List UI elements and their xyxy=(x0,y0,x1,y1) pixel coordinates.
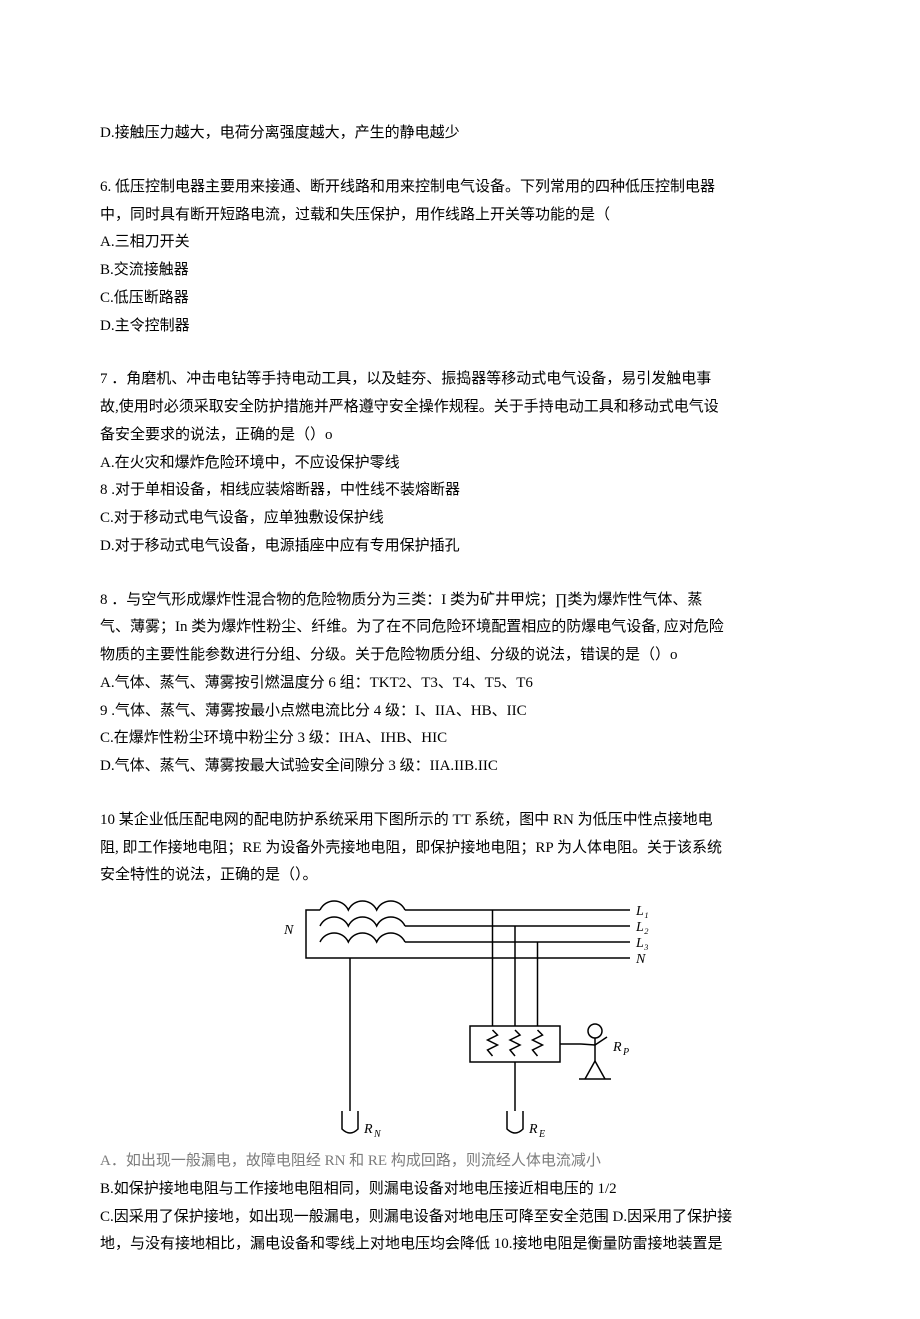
q7-stem-line2: 故,使用时必须采取安全防护措施并严格遵守安全操作规程。关于手持电动工具和移动式电… xyxy=(100,394,820,422)
q8-option-c: C.在爆炸性粉尘环境中粉尘分 3 级：IHA、IHB、HIC xyxy=(100,725,820,753)
q8: 8 ．与空气形成爆炸性混合物的危险物质分为三类：I 类为矿井甲烷；∏类为爆炸性气… xyxy=(100,587,820,781)
q7-option-d: D.对于移动式电气设备，电源插座中应有专用保护插孔 xyxy=(100,533,820,561)
q10-stem-line2: 阻, 即工作接地电阻；RE 为设备外壳接地电阻，即保护接地电阻；RP 为人体电阻… xyxy=(100,835,820,863)
svg-text:R: R xyxy=(528,1122,538,1137)
q6: 6. 低压控制电器主要用来接通、断开线路和用来控制电气设备。下列常用的四种低压控… xyxy=(100,174,820,341)
q8-stem-line1: 8 ．与空气形成爆炸性混合物的危险物质分为三类：I 类为矿井甲烷；∏类为爆炸性气… xyxy=(100,587,820,615)
option-text: D.接触压力越大，电荷分离强度越大，产生的静电越少 xyxy=(100,120,820,148)
q7-option-c: C.对于移动式电气设备，应单独敷设保护线 xyxy=(100,505,820,533)
svg-text:L₃: L₃ xyxy=(635,936,649,951)
q10-stem-line3: 安全特性的说法，正确的是（）。 xyxy=(100,862,820,890)
q8-stem-line3: 物质的主要性能参数进行分组、分级。关于危险物质分组、分级的说法，错误的是（）o xyxy=(100,642,820,670)
q7-option-a: A.在火灾和爆炸危险环境中，不应设保护零线 xyxy=(100,450,820,478)
q6-stem-line2: 中，同时具有断开短路电流，过载和失压保护，用作线路上开关等功能的是（ xyxy=(100,202,820,230)
q10-option-a: A．如出现一般漏电，故障电阻经 RN 和 RE 构成回路，则流经人体电流减小 xyxy=(100,1148,820,1176)
svg-text:R: R xyxy=(612,1040,622,1055)
q8-option-d: D.气体、蒸气、薄雾按最大试验安全间隙分 3 级：IIA.IIB.IIC xyxy=(100,753,820,781)
q6-option-a: A.三相刀开关 xyxy=(100,229,820,257)
svg-text:R: R xyxy=(363,1122,373,1137)
svg-text:P: P xyxy=(622,1047,629,1058)
q10-option-b: B.如保护接地电阻与工作接地电阻相同，则漏电设备对地电压接近相电压的 1/2 xyxy=(100,1176,820,1204)
q10-stem-line1: 10 某企业低压配电网的配电防护系统采用下图所示的 TT 系统，图中 RN 为低… xyxy=(100,807,820,835)
q8-option-a: A.气体、蒸气、薄雾按引燃温度分 6 组：TKT2、T3、T4、T5、T6 xyxy=(100,670,820,698)
q6-option-c: C.低压断路器 xyxy=(100,285,820,313)
tt-system-diagram: L₁L₂L₃NNRERNRP xyxy=(260,896,660,1146)
q7-option-b: 8 .对于单相设备，相线应装熔断器，中性线不装熔断器 xyxy=(100,477,820,505)
svg-text:N: N xyxy=(635,952,646,967)
q10-option-c: C.因采用了保护接地，如出现一般漏电，则漏电设备对地电压可降至安全范围 D.因采… xyxy=(100,1204,820,1232)
q7-stem-line1: 7 ．角磨机、冲击电钻等手持电动工具，以及蛙夯、振捣器等移动式电气设备，易引发触… xyxy=(100,366,820,394)
q6-option-b: B.交流接触器 xyxy=(100,257,820,285)
svg-text:L₂: L₂ xyxy=(635,920,649,935)
q10-option-d: 地，与没有接地相比，漏电设备和零线上对地电压均会降低 10.接地电阻是衡量防雷接… xyxy=(100,1231,820,1259)
q6-option-d: D.主令控制器 xyxy=(100,313,820,341)
q6-stem-line1: 6. 低压控制电器主要用来接通、断开线路和用来控制电气设备。下列常用的四种低压控… xyxy=(100,174,820,202)
q7: 7 ．角磨机、冲击电钻等手持电动工具，以及蛙夯、振捣器等移动式电气设备，易引发触… xyxy=(100,366,820,560)
svg-text:N: N xyxy=(373,1129,382,1140)
q8-option-b: 9 .气体、蒸气、薄雾按最小点燃电流比分 4 级：I、IIA、HB、IIC xyxy=(100,698,820,726)
q8-stem-line2: 气、薄雾；In 类为爆炸性粉尘、纤维。为了在不同危险环境配置相应的防爆电气设备,… xyxy=(100,614,820,642)
q7-stem-line3: 备安全要求的说法，正确的是（）o xyxy=(100,422,820,450)
svg-text:E: E xyxy=(538,1129,545,1140)
svg-text:L₁: L₁ xyxy=(635,904,649,919)
svg-text:N: N xyxy=(283,923,294,938)
q10: 10 某企业低压配电网的配电防护系统采用下图所示的 TT 系统，图中 RN 为低… xyxy=(100,807,820,1259)
tt-system-diagram-wrap: L₁L₂L₃NNRERNRP xyxy=(100,896,820,1146)
q5-option-d: D.接触压力越大，电荷分离强度越大，产生的静电越少 xyxy=(100,120,820,148)
